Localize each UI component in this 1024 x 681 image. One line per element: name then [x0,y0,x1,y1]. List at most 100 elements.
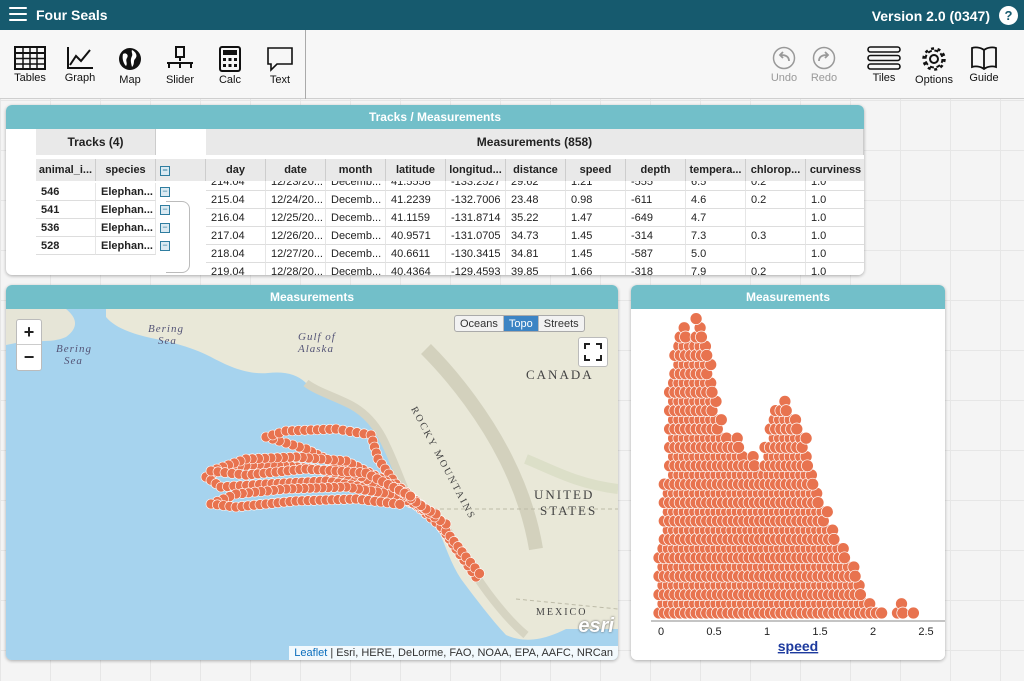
measurements-cell[interactable]: -611 [626,191,686,209]
measurements-cell[interactable]: 35.22 [506,209,566,227]
table-tile-title[interactable]: Tracks / Measurements [6,105,864,129]
leaflet-link[interactable]: Leaflet [294,647,328,659]
dot-point[interactable] [714,413,728,427]
measurements-cell[interactable]: Decemb... [326,191,386,209]
tiles-button[interactable]: Tiles [859,30,909,99]
measurements-cell[interactable]: 215.04 [206,191,266,209]
measurements-cell[interactable]: 12/26/20... [266,227,326,245]
measurements-cell[interactable]: Decemb... [326,209,386,227]
measurements-cell[interactable]: -587 [626,245,686,263]
graph-tile-title[interactable]: Measurements [631,285,945,309]
dot-point[interactable] [779,404,793,417]
measurements-cell[interactable]: 218.04 [206,245,266,263]
tracks-column-header[interactable]: animal_i... [36,159,96,181]
measurements-cell[interactable]: 1.0 [806,227,864,245]
map-point[interactable] [474,568,485,579]
measurements-cell[interactable] [746,245,806,263]
collapse-row-icon[interactable]: − [160,205,170,215]
tracks-cell[interactable]: 546 [36,183,96,201]
measurements-column-header[interactable]: longitud... [446,159,506,181]
measurements-cell[interactable]: 41.2239 [386,191,446,209]
measurements-cell[interactable]: 12/27/20... [266,245,326,263]
measurements-column-header[interactable]: day [206,159,266,181]
measurements-cell[interactable]: -314 [626,227,686,245]
measurements-cell[interactable]: 7.3 [686,227,746,245]
measurements-cell[interactable]: 0.2 [746,191,806,209]
measurements-cell[interactable]: Decemb... [326,263,386,275]
measurements-cell[interactable]: 1.0 [806,209,864,227]
measurements-cell[interactable]: -132.7006 [446,191,506,209]
hamburger-menu-icon[interactable] [9,7,27,21]
measurements-cell[interactable]: Decemb... [326,227,386,245]
map-tile-title[interactable]: Measurements [6,285,618,309]
undo-button[interactable]: Undo [759,30,809,99]
dot-point[interactable] [705,385,719,399]
measurements-cell[interactable]: 4.7 [686,209,746,227]
measurements-cell[interactable]: 41.1159 [386,209,446,227]
measurements-column-header[interactable]: date [266,159,326,181]
measurements-column-header[interactable]: curviness [806,159,864,181]
measurements-cell[interactable]: 1.0 [806,263,864,275]
dot-point[interactable] [790,422,804,436]
measurements-cell[interactable]: 40.4364 [386,263,446,275]
measurements-cell[interactable]: 34.81 [506,245,566,263]
map-point[interactable] [394,499,406,510]
measurements-cell[interactable]: 1.0 [806,245,864,263]
measurements-cell[interactable]: 1.66 [566,263,626,275]
dot-point[interactable] [748,459,761,473]
dot-point[interactable] [875,606,888,620]
measurements-column-header[interactable]: latitude [386,159,446,181]
dot-point[interactable] [838,551,851,565]
layer-topo-button[interactable]: Topo [503,316,539,331]
measurements-column-header[interactable]: depth [626,159,686,181]
measurements-cell[interactable]: 0.98 [566,191,626,209]
options-button[interactable]: Options [909,30,959,99]
measurements-cell[interactable]: 1.0 [806,191,864,209]
measurements-cell[interactable]: 0.3 [746,227,806,245]
measurements-column-header[interactable]: month [326,159,386,181]
measurements-cell[interactable]: -131.8714 [446,209,506,227]
dot-point[interactable] [695,330,708,344]
measurements-cell[interactable]: 1.45 [566,227,626,245]
graph-plot-area[interactable]: 0 0.5 1 1.5 2 2.5 speed [631,309,945,660]
graph-tool-button[interactable]: Graph [55,30,105,99]
dot-point[interactable] [806,477,820,491]
tracks-cell[interactable]: 541 [36,201,96,219]
measurements-cell[interactable]: 34.73 [506,227,566,245]
measurements-cell[interactable]: 7.9 [686,263,746,275]
map-canvas[interactable] [6,309,618,660]
measurements-cell[interactable]: 1.45 [566,245,626,263]
measurements-cell[interactable]: 219.04 [206,263,266,275]
tracks-cell[interactable]: Elephan... [96,219,156,237]
x-axis-label[interactable]: speed [778,638,818,654]
measurements-cell[interactable]: -130.3415 [446,245,506,263]
tracks-cell[interactable]: 528 [36,237,96,255]
measurements-cell[interactable]: 12/24/20... [266,191,326,209]
dot-points[interactable] [652,312,920,620]
measurements-cell[interactable]: -131.0705 [446,227,506,245]
measurements-cell[interactable]: 216.04 [206,209,266,227]
tables-tool-button[interactable]: Tables [5,30,55,99]
measurements-cell[interactable]: 5.0 [686,245,746,263]
document-title[interactable]: Four Seals [36,7,108,23]
dot-point[interactable] [848,569,862,583]
collapse-row-icon[interactable]: − [160,187,170,197]
tracks-cell[interactable]: Elephan... [96,183,156,201]
collapse-row-icon[interactable]: − [160,241,170,251]
graph-tile[interactable]: Measurements 0 0.5 1 1.5 2 2.5 speed [631,285,945,660]
dot-point[interactable] [827,533,841,546]
marquee-select-button[interactable] [578,337,608,367]
table-tile[interactable]: Tracks / Measurements Tracks (4) Measure… [6,105,864,275]
tracks-column-header[interactable]: species [96,159,156,181]
measurements-cell[interactable]: -318 [626,263,686,275]
dot-point[interactable] [700,349,714,362]
dot-plot[interactable]: 0 0.5 1 1.5 2 2.5 speed [631,309,945,660]
map-view[interactable]: Bering Sea Bering Sea Gulf of Alaska CANADA… [6,309,618,660]
dot-point[interactable] [799,431,813,445]
tracks-cell[interactable]: 536 [36,219,96,237]
measurements-cell[interactable]: -129.4593 [446,263,506,275]
zoom-out-button[interactable]: − [23,347,35,367]
dot-point[interactable] [732,441,745,454]
dot-point[interactable] [896,606,910,620]
measurements-cell[interactable]: Decemb... [326,245,386,263]
